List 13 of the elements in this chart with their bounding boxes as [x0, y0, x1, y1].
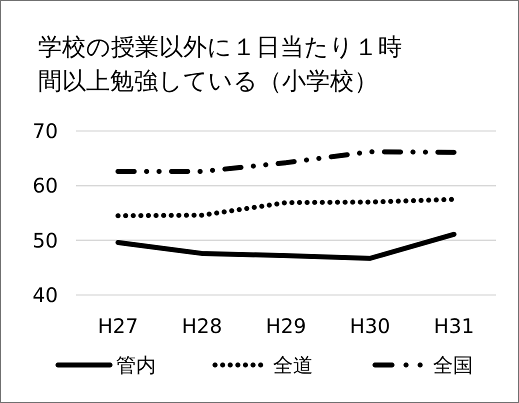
x-tick-label: H27: [98, 314, 138, 338]
x-tick-label: H30: [350, 314, 390, 338]
y-tick-label: 40: [32, 283, 58, 307]
legend-label: 全道: [273, 353, 313, 377]
y-tick-label: 70: [32, 119, 58, 143]
x-tick-label: H28: [182, 314, 222, 338]
x-tick-label: H29: [266, 314, 306, 338]
chart-title: 学校の授業以外に１日当たり１時間以上勉強している（小学校）: [38, 32, 403, 97]
x-tick-label: H31: [434, 314, 474, 338]
legend-label: 全国: [433, 353, 473, 377]
y-tick-label: 60: [32, 174, 58, 198]
y-tick-label: 50: [32, 228, 58, 252]
legend-label: 管内: [116, 353, 156, 377]
